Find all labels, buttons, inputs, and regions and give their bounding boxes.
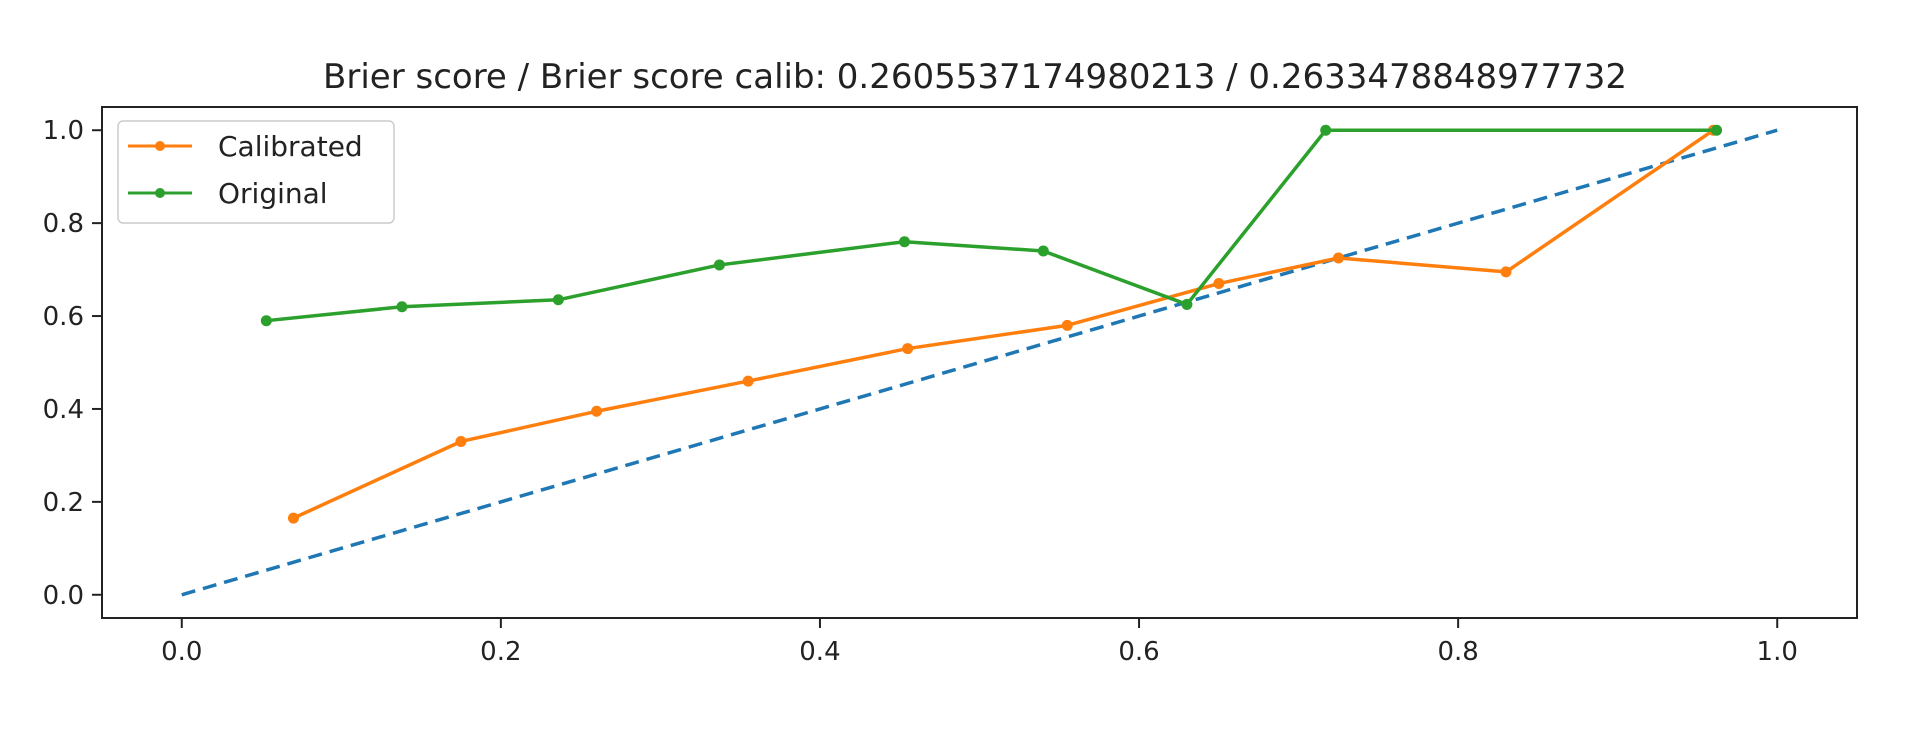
data-point-calibrated xyxy=(1500,266,1512,278)
x-tick-label: 0.0 xyxy=(161,637,202,667)
y-axis: 0.0 0.2 0.4 0.6 0.8 1.0 xyxy=(43,116,102,611)
x-axis: 0.0 0.2 0.4 0.6 0.8 1.0 xyxy=(161,618,1798,667)
data-point-calibrated xyxy=(1213,278,1225,290)
legend-label-original: Original xyxy=(218,177,328,210)
data-point-original xyxy=(552,294,564,306)
perfect-calibration-line xyxy=(181,128,1778,597)
data-point-calibrated xyxy=(455,435,467,447)
x-tick-label: 1.0 xyxy=(1757,637,1798,667)
data-point-original xyxy=(1320,124,1332,136)
series-line-calibrated xyxy=(292,128,1715,520)
plot-area-frame xyxy=(101,106,1858,619)
legend: Calibrated Original xyxy=(117,120,395,224)
data-point-original xyxy=(1037,245,1049,257)
data-point-original xyxy=(1711,124,1723,136)
data-point-original xyxy=(899,236,911,248)
y-tick-label: 0.4 xyxy=(43,395,84,425)
y-tick-label: 0.0 xyxy=(43,581,84,611)
data-point-calibrated xyxy=(1332,252,1344,264)
data-point-calibrated xyxy=(591,405,603,417)
series-line-original xyxy=(266,128,1717,323)
legend-marker-original xyxy=(155,188,165,198)
legend-label-calibrated: Calibrated xyxy=(218,130,363,163)
data-point-original xyxy=(260,315,272,327)
chart-title: Brier score / Brier score calib: 0.26055… xyxy=(323,57,1627,97)
y-tick-label: 0.8 xyxy=(43,209,84,239)
y-tick-label: 1.0 xyxy=(43,116,84,146)
y-tick-label: 0.6 xyxy=(43,302,84,332)
x-tick-label: 0.6 xyxy=(1118,637,1159,667)
data-point-calibrated xyxy=(1061,319,1073,331)
data-point-original xyxy=(713,259,725,271)
legend-marker-calibrated xyxy=(155,141,165,151)
data-point-calibrated xyxy=(287,512,299,524)
data-point-original xyxy=(1181,298,1193,310)
data-point-original xyxy=(396,301,408,313)
x-tick-label: 0.8 xyxy=(1437,637,1478,667)
series-layer xyxy=(260,124,1723,524)
data-point-calibrated xyxy=(902,343,914,355)
x-tick-label: 0.2 xyxy=(480,637,521,667)
x-tick-label: 0.4 xyxy=(799,637,840,667)
y-tick-label: 0.2 xyxy=(43,488,84,518)
data-point-calibrated xyxy=(742,375,754,387)
reference-line-layer xyxy=(181,128,1778,597)
